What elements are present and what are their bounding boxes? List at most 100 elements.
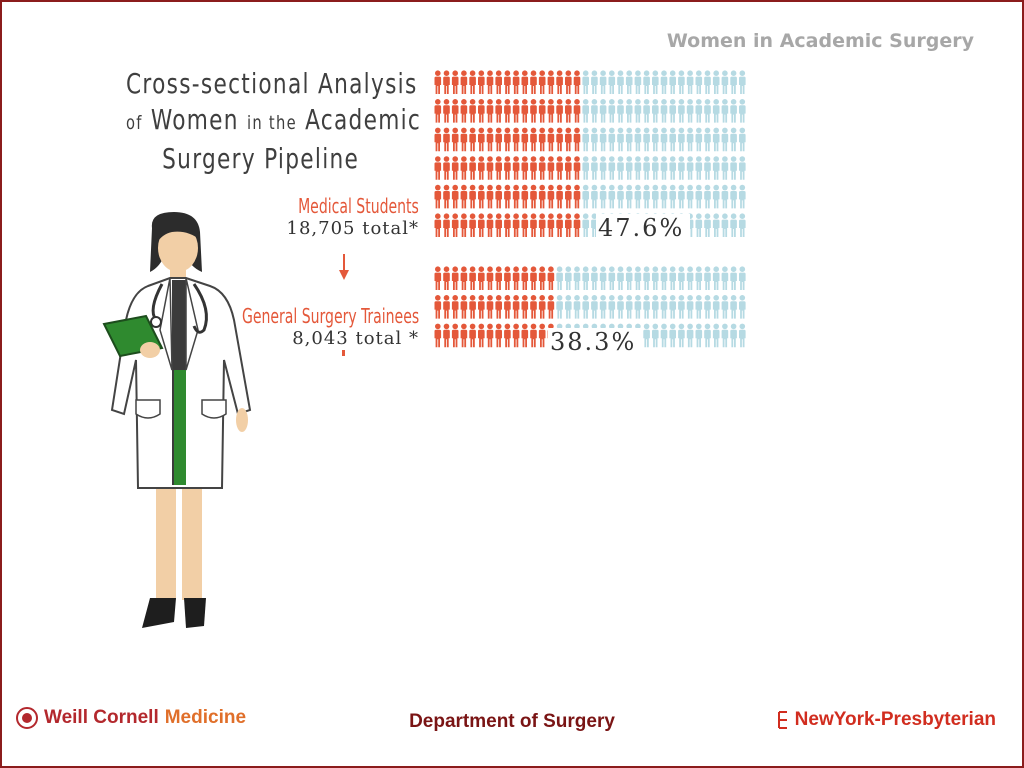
woman-icon	[460, 99, 468, 123]
woman-icon	[512, 156, 520, 180]
man-icon	[660, 266, 668, 290]
man-icon	[582, 266, 589, 290]
man-icon	[686, 70, 694, 94]
woman-icon	[495, 127, 502, 152]
woman-icon	[478, 213, 485, 237]
man-icon	[669, 323, 676, 348]
doctor-illustration	[102, 212, 252, 628]
woman-icon	[486, 184, 494, 209]
man-icon	[721, 266, 729, 290]
man-icon	[712, 295, 720, 319]
man-icon	[730, 99, 737, 123]
man-icon	[599, 156, 607, 180]
man-icon	[739, 266, 746, 290]
man-icon	[634, 99, 642, 123]
woman-icon	[538, 323, 546, 348]
series-0-total-value: 18,705 total	[286, 218, 409, 239]
woman-icon	[530, 127, 537, 152]
man-icon	[643, 70, 650, 94]
man-icon	[599, 266, 607, 290]
woman-icon	[547, 127, 555, 152]
man-icon	[669, 184, 676, 209]
series-0-total-note: *	[409, 218, 419, 239]
woman-icon	[512, 127, 520, 152]
man-icon	[669, 70, 676, 94]
man-icon	[669, 156, 676, 180]
man-icon	[721, 295, 729, 319]
man-icon	[582, 213, 589, 237]
man-icon	[643, 184, 650, 209]
woman-icon	[504, 266, 511, 290]
man-icon	[660, 295, 668, 319]
woman-icon	[530, 323, 537, 348]
woman-icon	[538, 156, 546, 180]
woman-icon	[451, 184, 459, 209]
woman-icon	[478, 127, 485, 152]
woman-icon	[478, 295, 485, 319]
woman-icon	[504, 70, 511, 94]
woman-icon	[573, 70, 581, 94]
man-icon	[556, 266, 563, 290]
woman-icon	[512, 99, 520, 123]
woman-icon	[495, 156, 502, 180]
man-icon	[678, 323, 685, 348]
tick-mark	[342, 350, 345, 356]
woman-icon	[504, 184, 511, 209]
department-label: Department of Surgery	[409, 711, 615, 732]
man-icon	[739, 184, 746, 209]
man-icon	[730, 266, 737, 290]
man-icon	[599, 127, 607, 152]
woman-icon	[469, 213, 476, 237]
woman-icon	[530, 156, 537, 180]
man-icon	[686, 323, 694, 348]
woman-icon	[512, 323, 520, 348]
man-icon	[712, 266, 720, 290]
woman-icon	[521, 184, 529, 209]
title-line-3: Surgery Pipeline	[162, 142, 360, 175]
man-icon	[634, 156, 642, 180]
woman-icon	[504, 127, 511, 152]
man-icon	[669, 266, 676, 290]
man-icon	[565, 295, 572, 319]
man-icon	[730, 156, 737, 180]
man-icon	[678, 99, 685, 123]
man-icon	[660, 184, 668, 209]
title-of: of	[126, 112, 143, 134]
man-icon	[704, 266, 711, 290]
woman-icon	[434, 156, 442, 180]
man-icon	[686, 99, 694, 123]
man-icon	[565, 266, 572, 290]
man-icon	[686, 295, 694, 319]
man-icon	[582, 127, 589, 152]
woman-icon	[469, 266, 476, 290]
man-icon	[739, 295, 746, 319]
man-icon	[608, 266, 616, 290]
man-icon	[625, 127, 633, 152]
man-icon	[556, 295, 563, 319]
man-icon	[599, 99, 607, 123]
woman-icon	[451, 295, 459, 319]
man-icon	[686, 266, 694, 290]
man-icon	[617, 99, 624, 123]
woman-icon	[443, 99, 450, 123]
woman-icon	[443, 127, 450, 152]
man-icon	[599, 184, 607, 209]
man-icon	[730, 127, 737, 152]
woman-icon	[504, 156, 511, 180]
man-icon	[678, 127, 685, 152]
woman-icon	[451, 213, 459, 237]
woman-icon	[460, 295, 468, 319]
man-icon	[617, 295, 624, 319]
woman-icon	[469, 323, 476, 348]
woman-icon	[538, 127, 546, 152]
man-icon	[582, 99, 589, 123]
man-icon	[582, 156, 589, 180]
main-title: Cross-sectional Analysis of Women in the…	[126, 66, 420, 177]
series-0-name: Medical Students	[298, 194, 419, 218]
woman-icon	[434, 70, 442, 94]
man-icon	[608, 295, 616, 319]
woman-icon	[451, 156, 459, 180]
man-icon	[695, 266, 703, 290]
wcm-text-2: Medicine	[164, 707, 247, 728]
man-icon	[591, 266, 598, 290]
